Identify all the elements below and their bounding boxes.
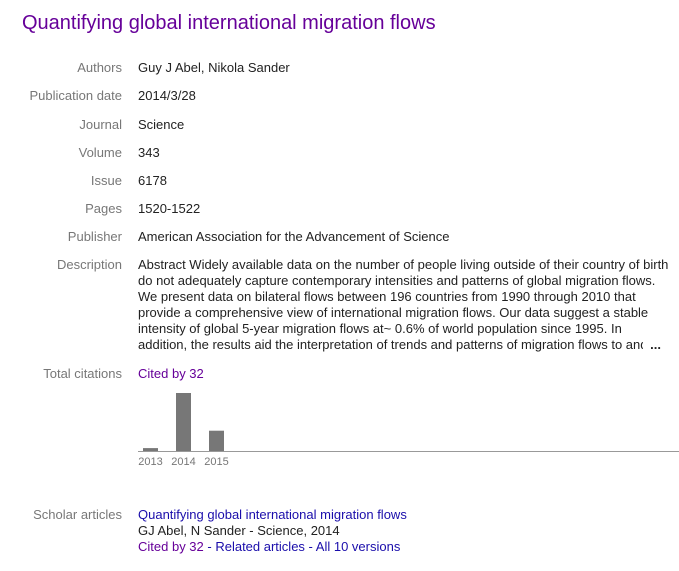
citations-bar-chart: 2013 2014 2015: [138, 393, 679, 468]
volume-value: 343: [138, 145, 160, 160]
description-text: Abstract Widely available data on the nu…: [138, 257, 671, 353]
year-tick-label: 2014: [171, 456, 195, 468]
journal-label: Journal: [79, 117, 122, 132]
pages-label: Pages: [85, 201, 122, 216]
scholar-cited-by-link[interactable]: Cited by 32: [138, 539, 204, 554]
issue-label: Issue: [90, 173, 122, 188]
all-versions-link[interactable]: All 10 versions: [315, 539, 401, 554]
article-title-link[interactable]: Quantifying global international migrati…: [22, 12, 436, 34]
description-line: We present data on bilateral flows betwe…: [138, 289, 636, 304]
description-line: addition, the results aid the interpreta…: [138, 337, 643, 352]
description-line: provide a comprehensive view of internat…: [138, 305, 649, 320]
related-articles-link[interactable]: Related articles: [215, 539, 305, 554]
publication-date-label: Publication date: [29, 88, 122, 103]
issue-value: 6178: [138, 173, 167, 188]
volume-label: Volume: [78, 145, 122, 160]
cited-by-link[interactable]: Cited by 32: [138, 366, 204, 381]
scholar-links: Cited by 32 - Related articles - All 10 …: [138, 539, 400, 555]
publication-date-value: 2014/3/28: [138, 88, 196, 103]
journal-value: Science: [138, 117, 185, 132]
authors-value: Guy J Abel, Nikola Sander: [138, 60, 290, 75]
total-citations-label: Total citations: [43, 366, 122, 381]
scholar-byline: GJ Abel, N Sander - Science, 2014: [138, 523, 340, 538]
separator: -: [304, 539, 316, 554]
publisher-label: Publisher: [67, 229, 122, 244]
pages-value: 1520-1522: [138, 201, 201, 216]
description-label: Description: [56, 257, 122, 272]
description-line: intensity of global 5-year migration flo…: [138, 321, 622, 336]
year-tick-label: 2015: [204, 456, 228, 468]
year-tick-label: 2013: [138, 456, 162, 468]
separator: -: [203, 539, 216, 554]
scholar-article-title-link[interactable]: Quantifying global international migrati…: [138, 507, 407, 522]
description-line: Abstract Widely available data on the nu…: [138, 257, 669, 272]
publisher-value: American Association for the Advancement…: [138, 229, 450, 244]
citation-bar-2014[interactable]: [176, 393, 191, 451]
scholar-articles-label: Scholar articles: [33, 507, 122, 522]
description-ellipsis: ...: [646, 337, 661, 353]
authors-label: Authors: [77, 60, 122, 75]
citation-bar-2013[interactable]: [143, 448, 158, 451]
description-line: do not adequately capture contemporary i…: [138, 273, 656, 288]
citation-bar-2015[interactable]: [209, 430, 224, 451]
